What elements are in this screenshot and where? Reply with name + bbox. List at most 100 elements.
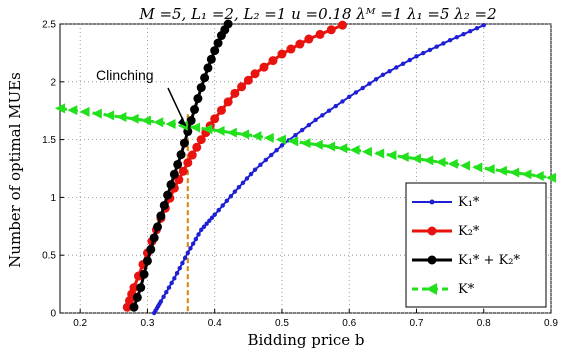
series-point-1 [427, 47, 433, 53]
series-point-1 [400, 61, 406, 66]
series-point-1 [185, 250, 190, 256]
annotation-text: Clinching [96, 67, 154, 83]
series-point-kstar [509, 167, 520, 178]
series-point-2 [277, 49, 287, 59]
series-point-kstar [484, 164, 495, 175]
series-point-1 [274, 148, 279, 153]
series-point-1 [293, 133, 298, 138]
series-point-1 [414, 54, 419, 59]
series-point-1 [232, 189, 238, 194]
series-point-1 [216, 207, 221, 213]
series-point-1 [166, 285, 172, 290]
x-tick-label: 0.7 [410, 318, 424, 329]
series-point-2 [259, 62, 269, 72]
series-point-1 [394, 65, 399, 70]
y-tick-label: 1 [50, 193, 56, 204]
legend: K₁* K₂* K₁* + K₂* K* [405, 182, 547, 308]
series-point-1 [326, 108, 332, 113]
series-point-1 [268, 152, 274, 158]
series-point-kstar [153, 117, 164, 128]
series-point-1 [201, 224, 207, 229]
x-tick-label: 0.8 [477, 318, 491, 329]
legend-box [405, 182, 547, 308]
series-point-1 [468, 28, 473, 34]
series-point-3 [213, 38, 223, 48]
series-point-1 [228, 194, 234, 199]
series-point-3 [186, 116, 196, 126]
series-point-kstar [300, 138, 311, 149]
series-point-3 [206, 54, 216, 64]
series-point-1 [196, 232, 201, 237]
series-point-kstar [447, 158, 458, 169]
series-point-3 [163, 190, 173, 200]
legend-label: K₁* [458, 195, 480, 210]
series-point-2 [178, 166, 188, 176]
legend-label: K* [458, 282, 475, 297]
series-point-3 [142, 256, 152, 266]
series-point-1 [174, 271, 180, 276]
series-point-1 [158, 299, 164, 304]
series-point-2 [223, 97, 233, 107]
series-point-1 [258, 162, 263, 168]
series-point-1 [474, 25, 480, 31]
series-point-1 [172, 276, 177, 281]
series-point-kstar [460, 160, 471, 171]
series-point-kstar [55, 103, 65, 114]
series-point-kstar [349, 145, 360, 156]
series-point-2 [237, 82, 247, 92]
series-point-1 [279, 143, 285, 148]
series-point-1 [244, 176, 250, 181]
axis-ticks: 0.2 0.3 0.4 0.5 0.6 0.7 0.8 0.9 0 0.5 1 1.5 2 2.5 [42, 20, 558, 330]
series-point-2 [192, 142, 202, 152]
series-point-kstar [533, 171, 544, 182]
series-point-2 [304, 34, 314, 44]
series-point-2 [210, 114, 220, 124]
series-point-3 [149, 233, 159, 243]
series-point-kstar [435, 157, 446, 168]
series-point-kstar [312, 139, 323, 150]
series-point-kstar [546, 172, 556, 183]
series-point-1 [252, 167, 258, 172]
y-tick-label: 1.5 [42, 135, 56, 146]
series-point-1 [212, 212, 217, 217]
series-point-kstar [116, 112, 127, 123]
annotation-group: Clinching [96, 67, 187, 127]
series-point-1 [353, 90, 359, 95]
series-point-1 [193, 236, 199, 242]
series-point-1 [204, 221, 209, 226]
series-point-1 [220, 203, 225, 208]
series-point-1 [161, 294, 166, 300]
series-point-2 [187, 150, 197, 160]
series-point-1 [188, 246, 193, 251]
series-point-kstar [165, 118, 176, 129]
x-tick-label: 0.5 [275, 318, 289, 329]
series-point-1 [182, 255, 188, 261]
series-point-3 [146, 244, 156, 254]
series-point-kstar [521, 169, 532, 180]
series-point-2 [337, 20, 347, 30]
series-point-2 [216, 105, 226, 115]
series-point-1 [209, 215, 215, 220]
series-point-1 [454, 34, 460, 40]
series-point-kstar [288, 136, 299, 147]
series-point-1 [263, 157, 269, 163]
legend-swatch-marker [429, 199, 435, 205]
series-point-1 [240, 180, 246, 186]
series-point-1 [434, 44, 439, 49]
series-point-1 [190, 241, 196, 246]
x-tick-label: 0.4 [208, 318, 222, 329]
series-point-2 [315, 29, 325, 39]
y-tick-label: 2 [50, 77, 56, 88]
series-point-kstar [361, 146, 372, 157]
chart-title: M =5, L₁ =2, L₂ =1 u =0.18 λᴹ =1 λ₁ =5 λ… [138, 5, 496, 23]
series-point-1 [224, 198, 230, 204]
series-point-2 [326, 25, 336, 35]
series-point-1 [340, 99, 345, 104]
series-point-1 [169, 280, 174, 286]
series-point-kstar [263, 132, 274, 143]
series-point-kstar [337, 143, 348, 154]
series-point-1 [347, 94, 352, 100]
series-point-kstar [496, 165, 507, 176]
series-point-1 [320, 113, 325, 118]
series-point-3 [190, 105, 200, 115]
